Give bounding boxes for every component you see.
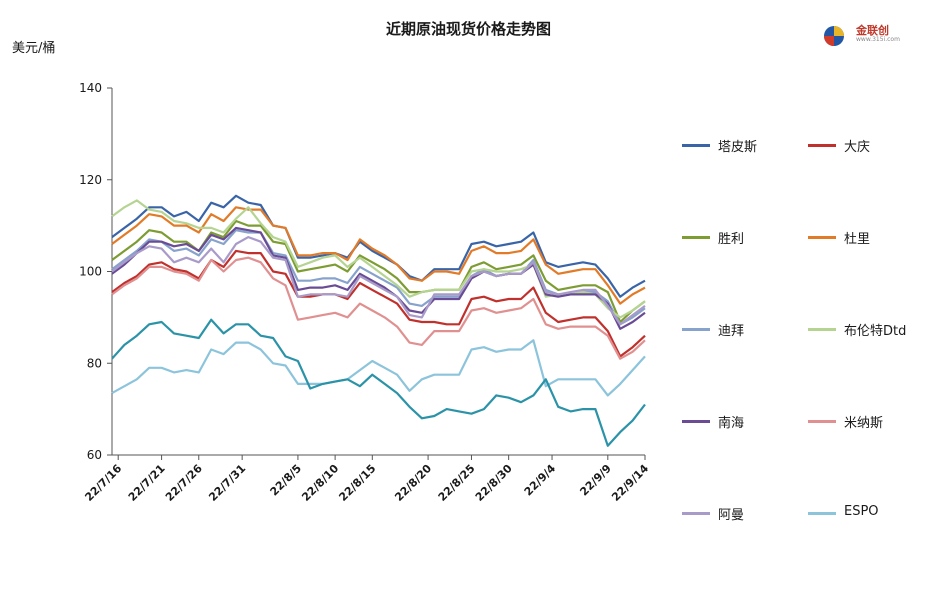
brand-logo: 金联创 www.315i.com [822,20,902,50]
y-tick-label: 120 [79,173,102,187]
legend-swatch [682,328,710,331]
legend-label: 布伦特Dtd [844,324,907,339]
legend-swatch [808,512,836,515]
logo-mark-icon [824,26,844,46]
y-axis-unit-label: 美元/桶 [12,41,56,56]
series-layer [111,194,646,447]
legend-swatch [682,236,710,239]
x-tick-label: 22/9/14 [609,462,651,504]
x-tick-label: 22/8/10 [299,462,341,504]
series-line-0 [111,194,646,298]
series-line-10 [111,318,646,447]
legend-swatch [682,420,710,423]
legend-label: 米纳斯 [844,416,884,431]
x-tick-label: 22/7/26 [163,462,205,504]
y-tick-label: 100 [79,265,102,279]
x-tick-label: 22/7/16 [82,462,124,504]
series-line-3 [111,206,646,305]
x-tick-label: 22/8/5 [268,462,305,499]
legend-swatch [808,328,836,331]
legend-label: 塔皮斯 [718,140,758,155]
logo-text: 金联创 [856,24,889,37]
legend-swatch [682,512,710,515]
series-line-8 [111,236,646,326]
y-tick-label: 60 [87,448,102,462]
series-line-9 [111,339,646,397]
legend-label: 胜利 [718,232,745,247]
series-line-7 [111,256,646,360]
x-tick-label: 22/9/4 [522,462,559,499]
legend-swatch [808,420,836,423]
x-tick-label: 22/7/21 [126,462,168,504]
x-tick-label: 22/7/31 [206,462,248,504]
y-tick-label: 140 [79,81,102,95]
x-tick-label: 22/8/25 [436,462,478,504]
x-tick-label: 22/8/15 [336,462,378,504]
legend-swatch [808,236,836,239]
chart-title: 近期原油现货价格走势图 [385,20,551,38]
logo-subtext: www.315i.com [856,36,900,43]
legend-label: 杜里 [844,232,871,247]
legend-label: ESPO [844,504,879,519]
legend-label: 南海 [718,416,745,431]
legend-swatch [682,144,710,147]
y-tick-label: 80 [87,356,102,370]
series-line-6 [111,226,646,330]
legend-label: 迪拜 [718,324,745,339]
legend-label: 大庆 [844,140,871,155]
x-tick-label: 22/8/30 [473,462,515,504]
x-tick-label: 22/8/20 [392,462,434,504]
legend-swatch [808,144,836,147]
legend-label: 阿曼 [718,508,745,523]
x-tick-label: 22/9/9 [577,462,614,499]
